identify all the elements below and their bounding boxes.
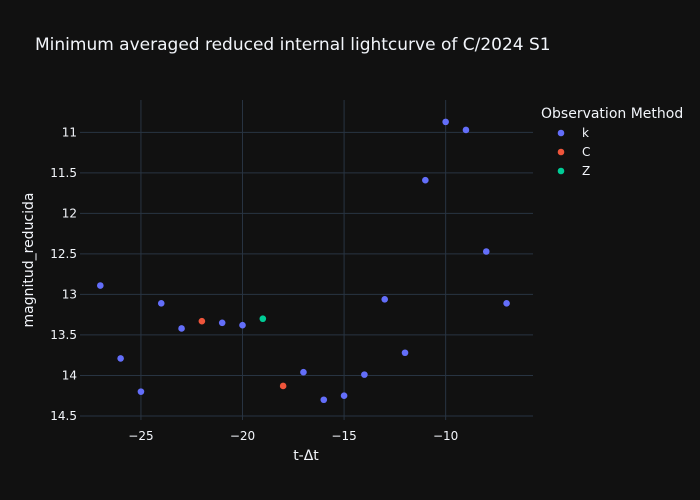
data-point[interactable] [178, 325, 185, 332]
y-tick-label: 11 [62, 125, 77, 139]
data-point[interactable] [97, 282, 104, 289]
data-point[interactable] [279, 382, 287, 390]
data-point[interactable] [503, 300, 510, 307]
data-point[interactable] [259, 315, 267, 323]
chart-title: Minimum averaged reduced internal lightc… [35, 35, 551, 55]
x-axis-ticks: −25 −20 −15 −10 [128, 429, 458, 443]
data-point[interactable] [462, 126, 470, 134]
series-C [198, 317, 287, 390]
legend-item-k[interactable]: k [557, 126, 589, 140]
legend[interactable]: Observation Method kCZ [541, 106, 683, 178]
legend-marker [557, 129, 565, 137]
y-tick-label: 14.5 [50, 409, 77, 423]
y-tick-label: 12 [62, 206, 77, 220]
data-point[interactable] [239, 321, 246, 329]
data-point[interactable] [361, 371, 368, 378]
legend-label: Z [582, 164, 590, 178]
y-tick-label: 11.5 [50, 166, 77, 180]
data-point[interactable] [320, 396, 328, 404]
data-point[interactable] [157, 300, 165, 307]
legend-marker [557, 148, 565, 156]
data-points [97, 118, 510, 404]
data-point[interactable] [117, 355, 124, 362]
x-tick-label: −25 [128, 429, 153, 443]
data-point[interactable] [198, 317, 206, 325]
data-point[interactable] [137, 388, 145, 395]
data-point[interactable] [218, 319, 226, 327]
y-tick-label: 12.5 [50, 247, 77, 261]
legend-item-C[interactable]: C [557, 145, 591, 159]
legend-label: k [582, 126, 589, 140]
y-axis-ticks: 11 11.5 12 12.5 13 13.5 14 14.5 [50, 125, 77, 423]
data-point[interactable] [381, 295, 389, 303]
x-tick-label: −20 [230, 429, 255, 443]
grid-layer [80, 100, 533, 420]
data-point[interactable] [422, 176, 429, 184]
legend-label: C [582, 145, 590, 159]
data-point[interactable] [300, 368, 307, 376]
data-point[interactable] [340, 392, 348, 399]
series-k [97, 118, 510, 404]
series-Z [259, 315, 267, 323]
y-tick-label: 14 [62, 368, 77, 382]
legend-marker [557, 167, 565, 175]
legend-item-Z[interactable]: Z [557, 164, 591, 178]
y-tick-label: 13.5 [50, 328, 77, 342]
legend-items[interactable]: kCZ [557, 126, 591, 178]
data-point[interactable] [401, 349, 409, 357]
y-tick-label: 13 [62, 287, 77, 301]
x-axis-title: t-Δt [293, 448, 319, 464]
x-tick-label: −10 [433, 429, 458, 443]
legend-title: Observation Method [541, 106, 683, 122]
x-tick-label: −15 [331, 429, 356, 443]
y-axis-title: magnitud_reducida [21, 193, 37, 328]
data-point[interactable] [482, 248, 490, 255]
data-point[interactable] [442, 118, 449, 126]
